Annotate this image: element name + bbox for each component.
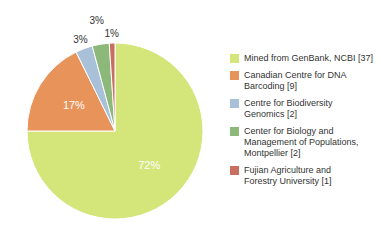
html-text:Barcoding [9]: Barcoding [9] <box>244 81 297 91</box>
svg-text:17%: 17% <box>63 99 85 111</box>
svg-text:72%: 72% <box>138 159 160 171</box>
html-text:Montpellier [2]: Montpellier [2] <box>244 148 301 158</box>
svg-text:1%: 1% <box>105 28 120 39</box>
html-text:Centre for Biodiversity: Centre for Biodiversity <box>244 98 333 108</box>
html-text:Forestry University [1]: Forestry University [1] <box>244 176 332 186</box>
html-text:Genomics [2]: Genomics [2] <box>244 109 297 119</box>
svg-text:3%: 3% <box>73 34 88 45</box>
html-text:Fujian Agriculture and: Fujian Agriculture and <box>244 165 332 175</box>
html-text:Center for Biology and: Center for Biology and <box>244 126 334 136</box>
html-text:Mined from GenBank, NCBI [37]: Mined from GenBank, NCBI [37] <box>244 53 374 63</box>
html-text:Canadian Centre for DNA: Canadian Centre for DNA <box>244 70 347 80</box>
svg-text:3%: 3% <box>90 15 105 26</box>
html-text:Management of Populations,: Management of Populations, <box>244 137 359 147</box>
